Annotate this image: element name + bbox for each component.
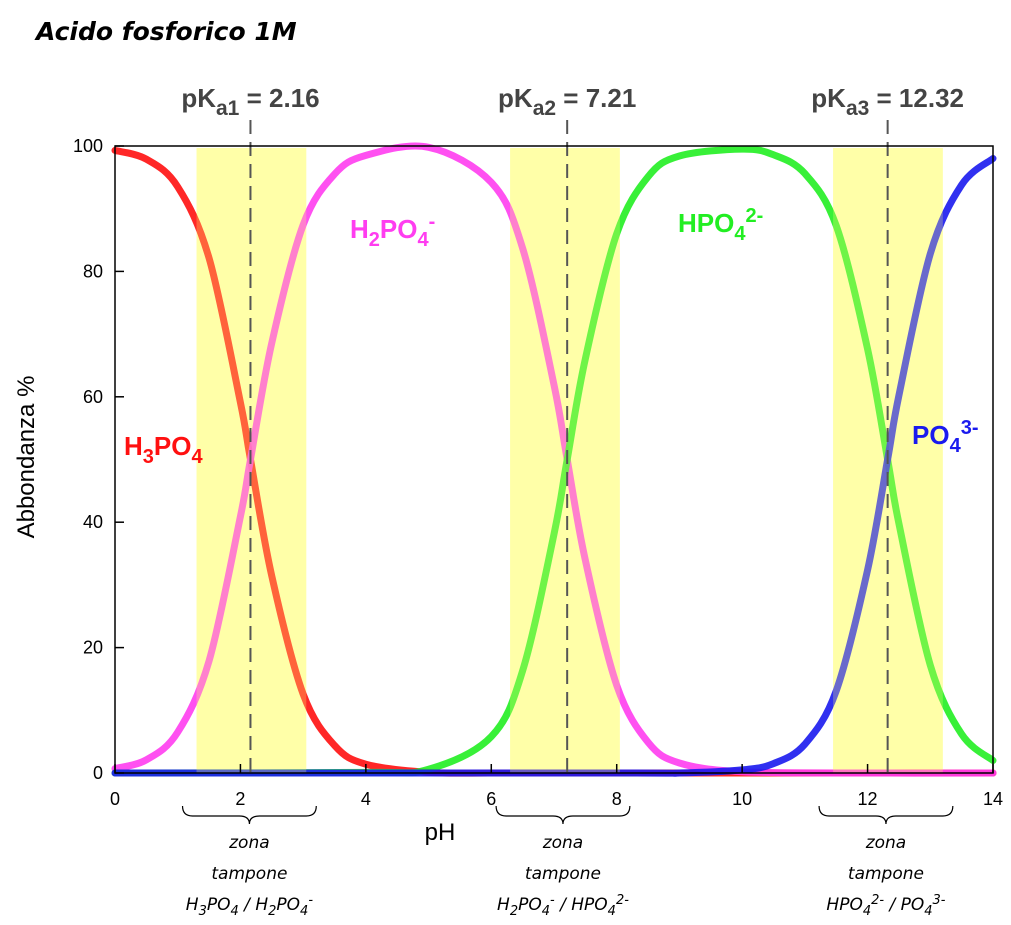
y-tick-label: 100 (73, 136, 103, 156)
pka-label: pKa2 = 7.21 (498, 83, 636, 120)
pka-main: pK (811, 83, 846, 113)
label-part: - (308, 893, 313, 908)
zone-caption-line1: zona (542, 833, 584, 853)
pka-sub: a3 (846, 97, 869, 120)
label-part: 4 (863, 904, 871, 919)
label-part: H (497, 895, 510, 915)
zone-caption-pair: H2PO4- / HPO42- (497, 893, 629, 919)
brace (818, 805, 954, 825)
zone-caption-pair: H3PO4 / H2PO4- (186, 893, 314, 919)
label-part: 2 (369, 229, 380, 251)
species-label-3: PO43- (912, 417, 979, 457)
y-tick-label: 20 (83, 638, 103, 658)
x-tick-label: 12 (858, 789, 878, 809)
x-tick-label: 4 (361, 789, 371, 809)
label-part: 3 (143, 446, 154, 468)
x-tick-label: 6 (486, 789, 496, 809)
label-part: 4 (417, 229, 429, 251)
y-tick-label: 60 (83, 387, 103, 407)
x-tick-label: 10 (732, 789, 752, 809)
series-line-2 (111, 145, 997, 777)
label-part: 3- (961, 417, 979, 439)
label-part: H (124, 431, 143, 461)
label-part: HPO (678, 208, 734, 238)
chart-title: Acido fosforico 1M (34, 17, 297, 46)
label-part: 2 (510, 904, 518, 919)
zone-caption-line2: tampone (848, 864, 924, 884)
buffer-zone-overlay (510, 148, 620, 773)
label-part: 2 (268, 904, 276, 919)
pka-label: pKa3 = 12.32 (811, 83, 964, 120)
label-part: PO (207, 895, 231, 915)
y-tick-label: 0 (93, 763, 103, 783)
brace (181, 805, 317, 825)
label-part: 3 (199, 904, 207, 919)
pka-main: pK (181, 83, 216, 113)
pka-rest: = 12.32 (869, 83, 964, 113)
pka-sub: a2 (533, 97, 556, 120)
species-label-1: H2PO4- (350, 211, 435, 251)
label-part: 2- (745, 205, 763, 227)
label-part: - (429, 211, 436, 233)
x-axis-label: pH (425, 819, 456, 846)
y-tick-label: 80 (83, 261, 103, 281)
label-part: 4 (734, 223, 746, 245)
label-part: / HPO (555, 895, 608, 915)
label-part: 3- (933, 893, 946, 908)
label-part: 4 (542, 904, 550, 919)
axes: 0 2 4 6 8 10 12 14 0 20 40 60 80 100 (73, 136, 1003, 809)
label-part: PO (276, 895, 300, 915)
x-tick-label: 8 (612, 789, 622, 809)
label-part: 4 (231, 904, 239, 919)
label-part: 2- (871, 893, 884, 908)
x-tick-label: 0 (110, 789, 120, 809)
series-curves (111, 142, 997, 777)
label-part: 4 (608, 904, 616, 919)
pka-sub: a1 (216, 97, 240, 120)
y-axis-label: Abbondanza % (13, 376, 40, 539)
pka-rest: = 7.21 (556, 83, 636, 113)
label-part: H (350, 214, 369, 244)
zone-caption-pair: HPO42- / PO43- (826, 893, 945, 919)
x-tick-label: 2 (235, 789, 245, 809)
plot-frame (114, 145, 994, 774)
species-label-2: HPO42- (678, 205, 763, 245)
pka-main: pK (498, 83, 533, 113)
label-part: 4 (950, 435, 962, 457)
pka-rest: = 2.16 (239, 83, 319, 113)
zone-caption-line2: tampone (525, 864, 601, 884)
pka-label: pKa1 = 2.16 (181, 83, 319, 120)
label-part: 4 (300, 904, 308, 919)
zone-caption-line1: zona (228, 833, 270, 853)
label-part: PO (154, 431, 192, 461)
label-part: HPO (826, 895, 862, 915)
label-part: 4 (191, 446, 203, 468)
label-part: / PO (884, 895, 924, 915)
label-part: PO (380, 214, 418, 244)
label-part: - (550, 893, 555, 908)
label-part: / H (239, 895, 269, 915)
series-line-1 (111, 142, 997, 777)
x-tick-label: 14 (983, 789, 1003, 809)
label-part: PO (912, 420, 950, 450)
zone-caption-line1: zona (865, 833, 907, 853)
label-part: 4 (924, 904, 932, 919)
y-tick-label: 40 (83, 512, 103, 532)
label-part: PO (518, 895, 542, 915)
label-part: H (186, 895, 199, 915)
pka-markers: pKa1 = 2.16 pKa2 = 7.21 pKa3 = 12.32 (181, 83, 964, 773)
species-label-0: H3PO4 (124, 431, 203, 468)
zone-caption-line2: tampone (211, 864, 287, 884)
label-part: 2- (616, 893, 629, 908)
brace (495, 805, 631, 825)
